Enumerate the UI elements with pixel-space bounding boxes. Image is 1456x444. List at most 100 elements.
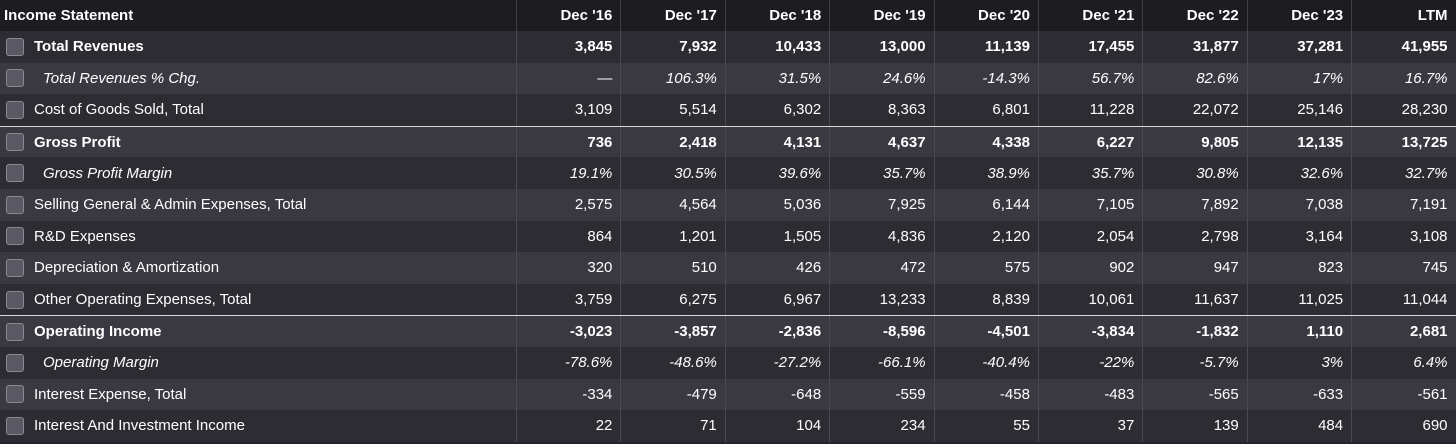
table-cell: 11,228 <box>1037 94 1142 126</box>
row-label: Interest And Investment Income <box>34 417 245 435</box>
table-cell: -4,501 <box>933 316 1038 347</box>
table-cell: -48.6% <box>620 346 724 379</box>
table-cell: 4,564 <box>620 188 724 221</box>
table-cell: 11,139 <box>933 31 1038 63</box>
table-cell: -3,023 <box>516 316 620 347</box>
row-checkbox[interactable] <box>6 227 24 246</box>
table-row-total-revenues-chg: Total Revenues % Chg. —106.3% 31.5% 24.6% -1… <box>0 62 1456 95</box>
table-cell: 3,109 <box>516 94 620 126</box>
table-row-r-d-expenses: R&D Expenses 864 1,201 1,505 4,836 2,120 2,054… <box>0 220 1456 253</box>
row-label: Operating Income <box>34 323 162 341</box>
row-label: Gross Profit Margin <box>43 164 173 182</box>
row-checkbox[interactable] <box>6 322 24 341</box>
table-cell: -5.7% <box>1142 346 1246 379</box>
table-cell: 2,798 <box>1142 220 1246 253</box>
row-label-cell: Selling General & Admin Expenses, Total <box>0 189 516 221</box>
row-checkbox[interactable] <box>6 416 24 435</box>
column-header-dec-23[interactable]: Dec '23 <box>1246 0 1351 31</box>
table-cell: 31,877 <box>1142 31 1246 63</box>
table-cell: 39.6% <box>724 157 829 189</box>
table-cell: -479 <box>620 378 724 411</box>
row-label: Interest Expense, Total <box>34 385 187 403</box>
table-cell: 6,144 <box>933 188 1038 221</box>
table-cell: -40.4% <box>933 346 1038 379</box>
column-header-dec-17[interactable]: Dec '17 <box>620 0 724 31</box>
table-cell: 30.5% <box>620 157 724 189</box>
table-cell: 472 <box>829 252 933 284</box>
table-cell: 6,302 <box>724 94 829 126</box>
table-cell: 864 <box>516 220 620 253</box>
row-checkbox[interactable] <box>6 258 24 277</box>
table-cell: -458 <box>933 378 1038 411</box>
table-cell: 22 <box>516 410 620 442</box>
table-cell: -648 <box>724 378 829 411</box>
column-header-dec-20[interactable]: Dec '20 <box>933 0 1038 31</box>
row-checkbox[interactable] <box>6 353 24 372</box>
row-checkbox[interactable] <box>6 100 24 119</box>
row-checkbox[interactable] <box>6 290 24 309</box>
table-cell: 3,164 <box>1246 220 1351 253</box>
table-cell: -27.2% <box>724 346 829 379</box>
row-label-cell: Cost of Goods Sold, Total <box>0 94 516 126</box>
row-checkbox[interactable] <box>6 164 24 183</box>
table-cell: 4,338 <box>933 126 1038 158</box>
row-label: Total Revenues % Chg. <box>43 69 201 87</box>
column-header-dec-21[interactable]: Dec '21 <box>1037 0 1142 31</box>
column-header-dec-22[interactable]: Dec '22 <box>1142 0 1246 31</box>
table-cell: 7,892 <box>1142 188 1246 221</box>
table-cell: 3,108 <box>1351 220 1455 253</box>
table-cell: 32.7% <box>1351 157 1455 189</box>
row-checkbox[interactable] <box>6 385 24 404</box>
column-header-dec-19[interactable]: Dec '19 <box>829 0 933 31</box>
table-cell: -1,832 <box>1142 316 1246 347</box>
row-label: Total Revenues <box>34 38 144 56</box>
table-row-selling-general-admin-expenses-total: Selling General & Admin Expenses, Total 2… <box>0 188 1456 221</box>
row-checkbox[interactable] <box>6 37 24 56</box>
row-label: Other Operating Expenses, Total <box>34 291 252 309</box>
table-cell: 6,275 <box>620 283 724 316</box>
table-row-gross-profit-margin: Gross Profit Margin 19.1% 30.5% 39.6% 35.7% 3… <box>0 157 1456 189</box>
table-cell: 5,514 <box>620 94 724 126</box>
table-cell: -559 <box>829 378 933 411</box>
table-cell: 19.1% <box>516 157 620 189</box>
table-cell: 6,967 <box>724 283 829 316</box>
table-cell: 1,201 <box>620 220 724 253</box>
table-cell: 7,932 <box>620 31 724 63</box>
table-cell: 484 <box>1246 410 1351 442</box>
table-cell: 82.6% <box>1142 62 1246 95</box>
table-row-interest-and-investment-income: Interest And Investment Income 22 71 104 234… <box>0 410 1456 442</box>
table-cell: -334 <box>516 378 620 411</box>
table-row-operating-income: Operating Income -3,023 -3,857 -2,836 -8,596… <box>0 315 1456 347</box>
row-checkbox[interactable] <box>6 195 24 214</box>
table-cell: 22,072 <box>1142 94 1246 126</box>
column-header-dec-18[interactable]: Dec '18 <box>724 0 829 31</box>
table-cell: 10,061 <box>1037 283 1142 316</box>
row-label-cell: Gross Profit Margin <box>0 157 516 189</box>
table-cell: -2,836 <box>724 316 829 347</box>
table-cell: -3,834 <box>1037 316 1142 347</box>
table-cell: 823 <box>1246 252 1351 284</box>
column-header-dec-16[interactable]: Dec '16 <box>516 0 620 31</box>
table-cell: 32.6% <box>1246 157 1351 189</box>
table-row-total-revenues: Total Revenues 3,845 7,932 10,433 13,000 11,1… <box>0 31 1456 63</box>
row-label: Selling General & Admin Expenses, Total <box>34 196 307 214</box>
table-cell: -3,857 <box>620 316 724 347</box>
row-label-cell: Total Revenues <box>0 31 516 63</box>
column-header-ltm[interactable]: LTM <box>1351 0 1455 31</box>
table-cell: 320 <box>516 252 620 284</box>
table-cell: 4,637 <box>829 126 933 158</box>
table-cell: -22% <box>1037 346 1142 379</box>
row-checkbox[interactable] <box>6 69 24 88</box>
table-cell: 745 <box>1351 252 1455 284</box>
table-cell: 13,233 <box>829 283 933 316</box>
table-cell: 234 <box>829 410 933 442</box>
row-label-cell: Interest Expense, Total <box>0 379 516 411</box>
table-cell: 31.5% <box>724 62 829 95</box>
table-cell: 3% <box>1246 346 1351 379</box>
table-cell: 2,054 <box>1037 220 1142 253</box>
table-cell: — <box>516 62 620 95</box>
table-cell: 2,681 <box>1351 316 1455 347</box>
row-checkbox[interactable] <box>6 133 24 152</box>
table-cell: 106.3% <box>620 62 724 95</box>
